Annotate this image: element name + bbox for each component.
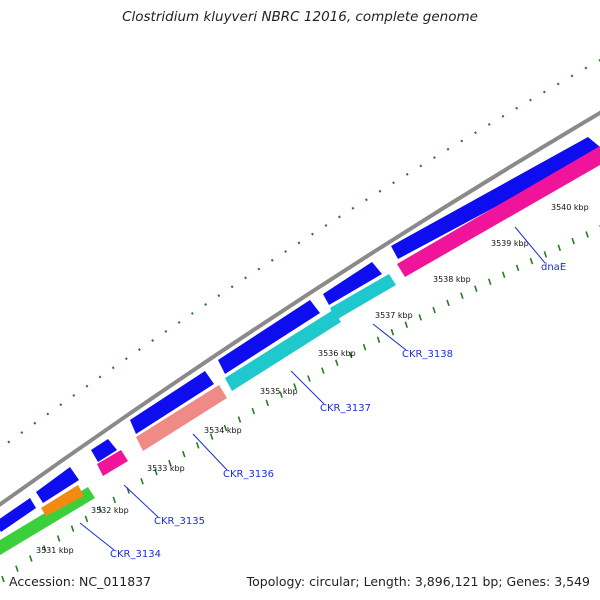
forward-strand <box>0 137 600 532</box>
tick-mark <box>1 575 5 583</box>
tick-mark <box>279 391 283 398</box>
tick-mark <box>42 545 47 552</box>
tick-mark <box>140 477 144 485</box>
tick-mark <box>70 525 75 532</box>
tick-mark <box>321 367 325 374</box>
reverse-cds[interactable] <box>136 385 227 451</box>
tick-mark <box>557 244 562 251</box>
gene-label[interactable]: dnaE <box>541 262 566 273</box>
tick-mark <box>182 450 186 458</box>
tick-mark <box>307 375 311 382</box>
tick-mark <box>15 565 19 572</box>
tick-mark <box>237 416 242 423</box>
tick-label: 3536 kbp <box>318 349 356 358</box>
tick-mark <box>195 442 200 449</box>
genome-summary: Topology: circular; Length: 3,896,121 bp… <box>246 574 590 589</box>
gene-label[interactable]: CKR_3136 <box>223 469 274 480</box>
tick-label: 3532 kbp <box>91 506 129 515</box>
gene-leader-line <box>192 433 228 471</box>
tick-mark <box>293 383 297 390</box>
tick-mark <box>348 351 353 359</box>
accession-label: Accession: NC_011837 <box>9 574 152 589</box>
reverse-cds[interactable] <box>330 274 396 320</box>
tick-mark <box>335 359 339 366</box>
reverse-strand <box>0 146 600 558</box>
reverse-cds[interactable] <box>41 485 84 516</box>
tick-mark <box>585 231 589 238</box>
gene-label[interactable]: CKR_3137 <box>320 403 371 414</box>
tick-mark <box>209 433 214 440</box>
gene-label[interactable]: CKR_3135 <box>154 516 205 527</box>
gene-leader-line <box>372 323 407 351</box>
reverse-cds[interactable] <box>0 487 95 558</box>
tick-mark <box>571 237 575 245</box>
tick-label: 3537 kbp <box>375 311 413 320</box>
forward-cds[interactable] <box>36 467 79 503</box>
forward-cds[interactable] <box>391 137 600 259</box>
tick-mark <box>418 314 422 321</box>
tick-mark <box>112 496 117 504</box>
tick-mark <box>515 264 520 272</box>
gene-leader-line <box>123 484 159 518</box>
tick-label: 3533 kbp <box>147 464 185 473</box>
forward-cds[interactable] <box>91 439 117 462</box>
tick-label: 3539 kbp <box>491 239 529 248</box>
tick-mark <box>84 515 89 523</box>
tick-mark <box>362 344 367 351</box>
tick-mark <box>501 271 506 279</box>
tick-mark <box>168 459 172 467</box>
tick-mark <box>376 336 381 343</box>
tick-labels: 3531 kbp 3532 kbp 3533 kbp 3534 kbp 3535 kbp… <box>36 203 589 555</box>
gene-leader-line <box>290 370 325 405</box>
tick-mark <box>529 257 534 265</box>
forward-cds[interactable] <box>323 262 382 305</box>
reverse-cds[interactable] <box>397 146 600 277</box>
gene-labels: CKR_3134 CKR_3135 CKR_3136 CKR_3137 CKR_3138… <box>79 226 566 560</box>
tick-mark <box>404 321 409 329</box>
tick-mark <box>446 299 450 307</box>
genome-backbone <box>0 110 600 507</box>
tick-mark <box>487 278 492 285</box>
tick-mark <box>432 306 436 314</box>
gene-leader-line <box>514 226 546 264</box>
tick-label: 3534 kbp <box>204 426 242 435</box>
forward-cds[interactable] <box>218 300 320 374</box>
tick-mark <box>56 535 61 542</box>
tick-label: 3535 kbp <box>260 387 298 396</box>
tick-label: 3540 kbp <box>551 203 589 212</box>
tick-mark <box>223 424 228 432</box>
tick-mark <box>154 468 158 476</box>
tick-mark <box>98 506 103 513</box>
tick-mark <box>543 251 548 258</box>
forward-cds[interactable] <box>130 371 214 434</box>
tick-mark <box>390 328 395 336</box>
tick-label: 3531 kbp <box>36 546 74 555</box>
gene-label[interactable]: CKR_3138 <box>402 349 453 360</box>
inner-tick-ring <box>1 225 600 583</box>
outer-tick-ring <box>0 59 600 450</box>
tick-mark <box>460 292 464 300</box>
forward-cds[interactable] <box>0 498 36 532</box>
gene-label[interactable]: CKR_3134 <box>110 549 161 560</box>
tick-mark <box>474 285 478 292</box>
tick-mark <box>265 399 269 407</box>
gene-leader-line <box>79 522 115 551</box>
tick-mark <box>29 555 33 562</box>
tick-label: 3538 kbp <box>433 275 471 284</box>
tick-mark <box>251 407 256 415</box>
reverse-cds[interactable] <box>97 450 128 476</box>
reverse-cds[interactable] <box>225 310 341 391</box>
map-title: Clostridium kluyveri NBRC 12016, complet… <box>122 9 478 25</box>
